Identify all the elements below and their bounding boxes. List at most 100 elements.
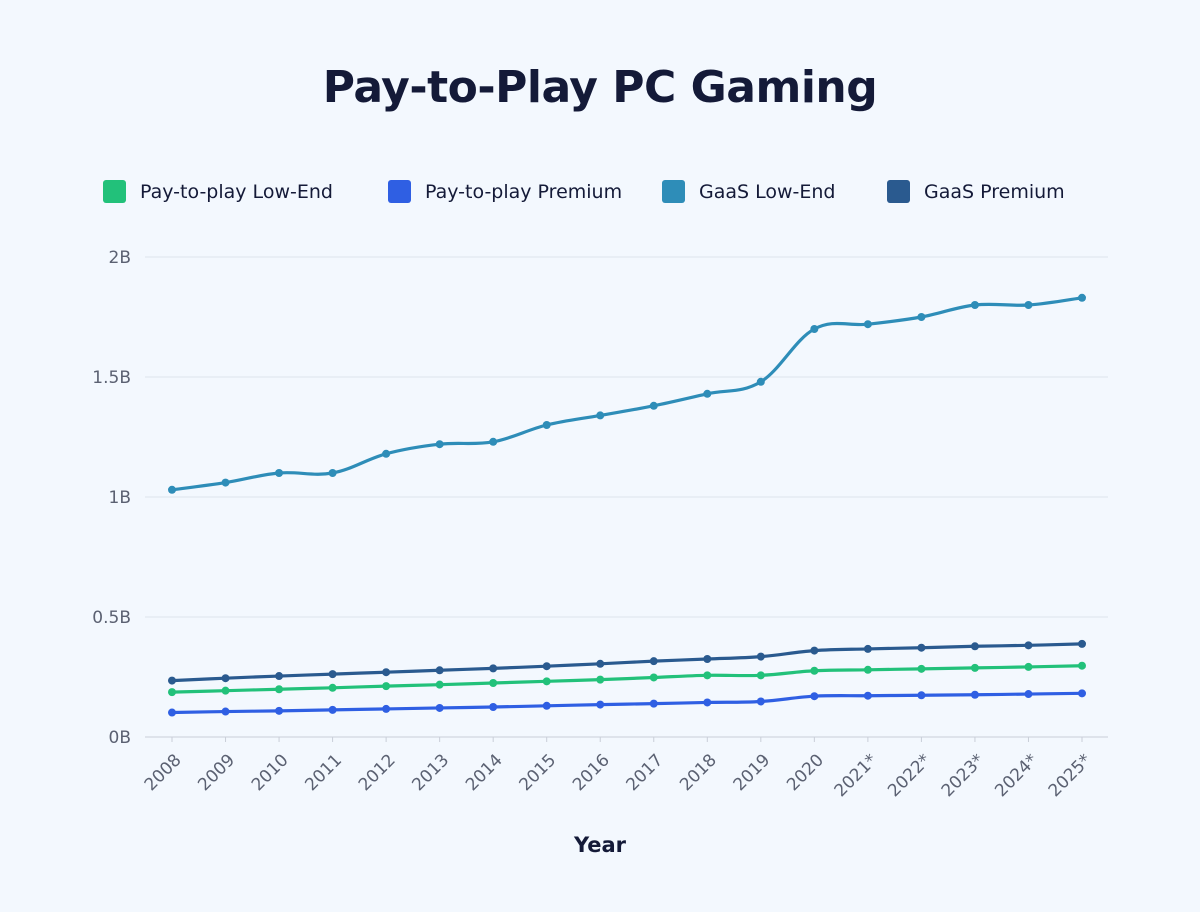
series-lines — [168, 293, 1086, 717]
data-point — [542, 677, 551, 686]
data-point — [756, 697, 765, 706]
x-tick-label: 2016 — [569, 750, 614, 795]
x-tick-label: 2015 — [516, 750, 561, 795]
data-point — [1078, 689, 1086, 698]
legend-item-gaas-premium[interactable]: GaaS Premium — [887, 180, 1065, 203]
series-line — [170, 296, 1084, 492]
data-point — [168, 708, 176, 717]
data-point — [382, 449, 391, 458]
data-point — [168, 688, 176, 697]
data-point — [1024, 690, 1033, 699]
data-point — [328, 670, 337, 679]
x-axis-title: Year — [573, 833, 627, 857]
data-point — [703, 389, 712, 398]
data-point — [970, 690, 979, 699]
x-tick-label: 2025* — [1045, 750, 1096, 801]
x-tick-label: 2012 — [355, 750, 400, 795]
data-point — [596, 411, 605, 420]
data-point — [863, 665, 872, 674]
data-point — [221, 686, 230, 695]
data-point — [649, 673, 658, 682]
x-tick-label: 2019 — [730, 750, 775, 795]
data-point — [221, 707, 230, 716]
data-point — [275, 706, 284, 715]
data-point — [542, 421, 551, 429]
data-point — [168, 485, 176, 494]
data-point — [756, 377, 765, 386]
data-point — [382, 682, 391, 691]
x-tick-label: 2011 — [301, 750, 346, 795]
y-tick-label: 0.5B — [92, 608, 131, 628]
legend-item-pay-to-play-premium[interactable]: Pay-to-play Premium — [388, 180, 622, 203]
data-point — [1078, 661, 1086, 670]
data-point — [221, 478, 230, 487]
data-point — [1078, 293, 1086, 302]
x-axis-tick-labels: 2008 2009 2010 2011 2012 2013 2014 2015 2016 2017… — [141, 750, 1096, 801]
data-point — [970, 642, 979, 651]
data-point — [756, 671, 765, 680]
x-tick-label: 2008 — [141, 750, 186, 795]
series-line — [170, 642, 1084, 683]
data-point — [863, 320, 872, 329]
data-point — [1024, 641, 1033, 650]
data-point — [649, 401, 658, 410]
legend-swatch — [103, 180, 126, 203]
legend-item-gaas-low-end[interactable]: GaaS Low-End — [662, 180, 836, 203]
x-tick-label: 2023* — [938, 750, 989, 801]
legend-label: GaaS Premium — [924, 180, 1065, 203]
data-point — [328, 469, 337, 477]
data-point — [328, 683, 337, 692]
y-axis-tick-labels: 0B 0.5B 1B 1.5B 2B — [92, 248, 131, 748]
data-point — [810, 666, 819, 675]
data-point — [489, 437, 498, 446]
grid-lines — [145, 256, 1108, 742]
data-point — [970, 663, 979, 672]
series-pay-to-play-premium — [168, 689, 1086, 717]
data-point — [1078, 639, 1086, 648]
series-pay-to-play-low-end — [168, 661, 1086, 697]
data-point — [703, 698, 712, 707]
data-point — [435, 440, 444, 449]
legend-label: Pay-to-play Premium — [425, 180, 623, 203]
data-point — [649, 657, 658, 666]
data-point — [435, 666, 444, 675]
data-point — [596, 700, 605, 709]
x-tick-label: 2010 — [248, 750, 293, 795]
data-point — [649, 699, 658, 708]
data-point — [542, 701, 551, 710]
chart-legend: Pay-to-play Low-End Pay-to-play Premium … — [0, 180, 1200, 210]
data-point — [489, 703, 498, 711]
y-tick-label: 2B — [109, 248, 131, 268]
x-tick-label: 2018 — [676, 750, 721, 795]
data-point — [917, 313, 926, 321]
data-point — [1024, 301, 1033, 309]
data-point — [596, 675, 605, 684]
data-point — [810, 325, 819, 333]
chart-title: Pay-to-Play PC Gaming — [322, 62, 878, 113]
data-point — [435, 680, 444, 689]
data-point — [703, 671, 712, 680]
data-point — [328, 705, 337, 714]
y-tick-label: 1.5B — [92, 368, 131, 388]
legend-item-pay-to-play-low-end[interactable]: Pay-to-play Low-End — [103, 180, 333, 203]
series-gaas-premium — [168, 639, 1086, 685]
data-point — [810, 692, 819, 701]
data-point — [917, 643, 926, 652]
legend-label: Pay-to-play Low-End — [140, 180, 333, 203]
data-point — [917, 664, 926, 673]
data-point — [382, 704, 391, 713]
x-tick-label: 2021* — [831, 750, 882, 801]
legend-swatch — [388, 180, 411, 203]
data-point — [863, 644, 872, 653]
data-point — [810, 646, 819, 655]
x-tick-label: 2014 — [462, 750, 507, 795]
data-point — [1024, 662, 1033, 671]
y-tick-label: 1B — [109, 488, 131, 508]
series-gaas-low-end — [168, 293, 1086, 494]
legend-swatch — [887, 180, 910, 203]
data-point — [703, 655, 712, 663]
data-point — [489, 664, 498, 673]
data-point — [275, 469, 284, 477]
data-point — [168, 676, 176, 685]
